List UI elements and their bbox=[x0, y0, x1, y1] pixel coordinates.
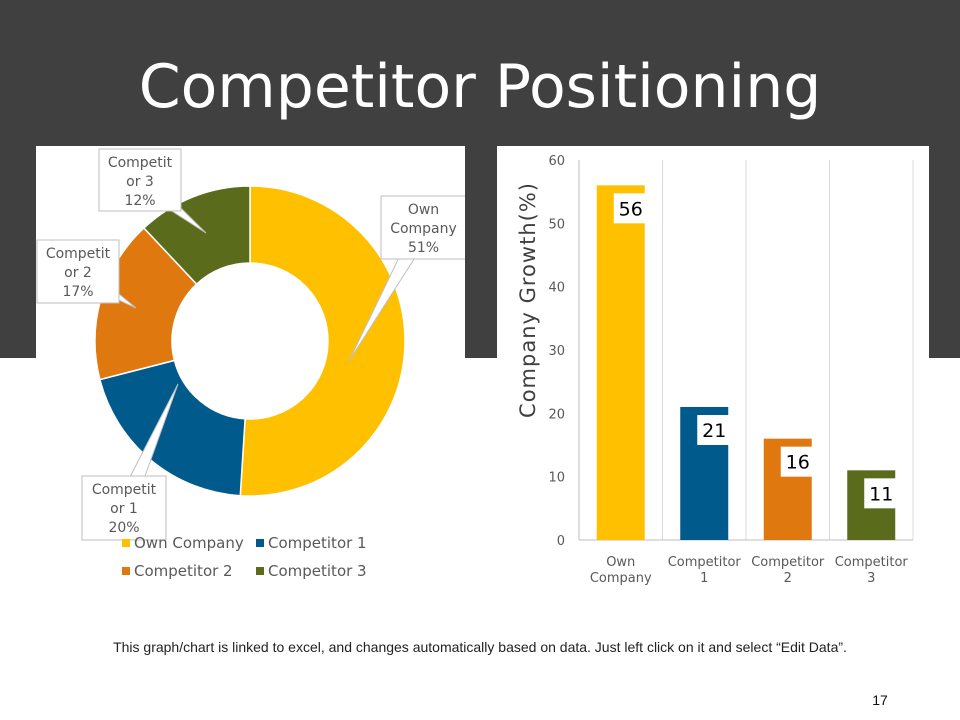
callout-text: Own bbox=[408, 202, 439, 218]
callout-text: Competit bbox=[108, 155, 173, 171]
y-tick-label: 60 bbox=[548, 154, 565, 169]
data-label-box bbox=[864, 478, 899, 509]
callout-text: or 2 bbox=[64, 265, 92, 281]
y-tick-label: 20 bbox=[548, 407, 565, 422]
x-tick-label: Competitor bbox=[751, 555, 825, 570]
callout-text: 20% bbox=[108, 520, 139, 536]
callout-box bbox=[36, 239, 120, 304]
data-label-competitor-1[interactable]: Competit or 1 20% bbox=[81, 383, 179, 541]
legend-swatch bbox=[256, 567, 264, 575]
y-tick-label: 10 bbox=[548, 471, 565, 486]
callout-text: or 1 bbox=[110, 501, 138, 517]
data-label-own-company: 56 bbox=[619, 198, 643, 220]
doughnut-slice-own-company[interactable] bbox=[239, 185, 406, 497]
x-tick-label: 3 bbox=[867, 571, 875, 586]
legend-label: Competitor 1 bbox=[268, 534, 367, 552]
doughnut-slice-competitor-1[interactable] bbox=[98, 359, 246, 497]
x-tick-label: 2 bbox=[784, 571, 792, 586]
page-number: 17 bbox=[872, 692, 888, 708]
x-tick-label: Competitor bbox=[668, 555, 742, 570]
page-title: Competitor Positioning bbox=[138, 52, 822, 122]
x-tick-label: Company bbox=[590, 571, 652, 586]
y-tick-label: 30 bbox=[548, 344, 565, 359]
legend-swatch bbox=[122, 567, 130, 575]
legend-label: Competitor 3 bbox=[268, 562, 367, 580]
x-tick-label: Own bbox=[606, 555, 635, 570]
callout-box bbox=[81, 475, 167, 541]
data-label-competitor-2[interactable]: Competit or 2 17% bbox=[36, 239, 137, 309]
legend-label: Own Company bbox=[134, 534, 244, 552]
legend-item-competitor-1[interactable]: Competitor 1 bbox=[256, 534, 367, 552]
data-label-competitor-2: 16 bbox=[786, 452, 810, 474]
data-label-competitor-3: 11 bbox=[869, 483, 893, 505]
doughnut-chart-panel[interactable]: Own Company 51% Competit or 1 20% Competit or 2… bbox=[36, 146, 467, 598]
y-tick-label: 0 bbox=[557, 534, 565, 549]
legend-item-competitor-3[interactable]: Competitor 3 bbox=[256, 562, 367, 580]
legend-swatch bbox=[256, 539, 264, 547]
bar-chart[interactable]: 0 10 20 30 40 50 60 Company Growth(%) 56 OwnCompa… bbox=[497, 146, 929, 598]
bar-chart-panel[interactable]: 0 10 20 30 40 50 60 Company Growth(%) 56 Own Compa… bbox=[497, 146, 929, 598]
data-label-own-company[interactable]: Own Company 51% bbox=[348, 195, 467, 362]
legend-item-own-company[interactable]: Own Company bbox=[122, 534, 244, 552]
bar-own-company[interactable] bbox=[596, 185, 645, 541]
data-label-box bbox=[780, 446, 815, 477]
callout-text: 51% bbox=[408, 240, 439, 256]
callout-text: Company bbox=[390, 221, 457, 237]
y-axis-title: Company Growth(%) bbox=[516, 182, 540, 418]
callout-text: Competit bbox=[46, 246, 111, 262]
legend-item-competitor-2[interactable]: Competitor 2 bbox=[122, 562, 233, 580]
x-tick-label: 1 bbox=[700, 571, 708, 586]
x-tick-label: Competitor bbox=[835, 555, 909, 570]
data-label-box bbox=[697, 415, 732, 445]
callout-text: 12% bbox=[124, 193, 155, 209]
callout-text: 17% bbox=[62, 284, 93, 300]
callout-box bbox=[98, 148, 182, 212]
data-label-competitor-3[interactable]: Competit or 3 12% bbox=[98, 148, 207, 234]
callout-text: or 3 bbox=[126, 174, 154, 190]
y-tick-label: 50 bbox=[548, 217, 565, 232]
footnote: This graph/chart is linked to excel, and… bbox=[113, 639, 847, 655]
data-label-competitor-1: 21 bbox=[702, 420, 726, 442]
legend-swatch bbox=[122, 539, 130, 547]
legend-label: Competitor 2 bbox=[134, 562, 233, 580]
callout-text: Competit bbox=[92, 482, 157, 498]
data-label-box bbox=[613, 193, 648, 224]
y-tick-label: 40 bbox=[548, 281, 565, 296]
